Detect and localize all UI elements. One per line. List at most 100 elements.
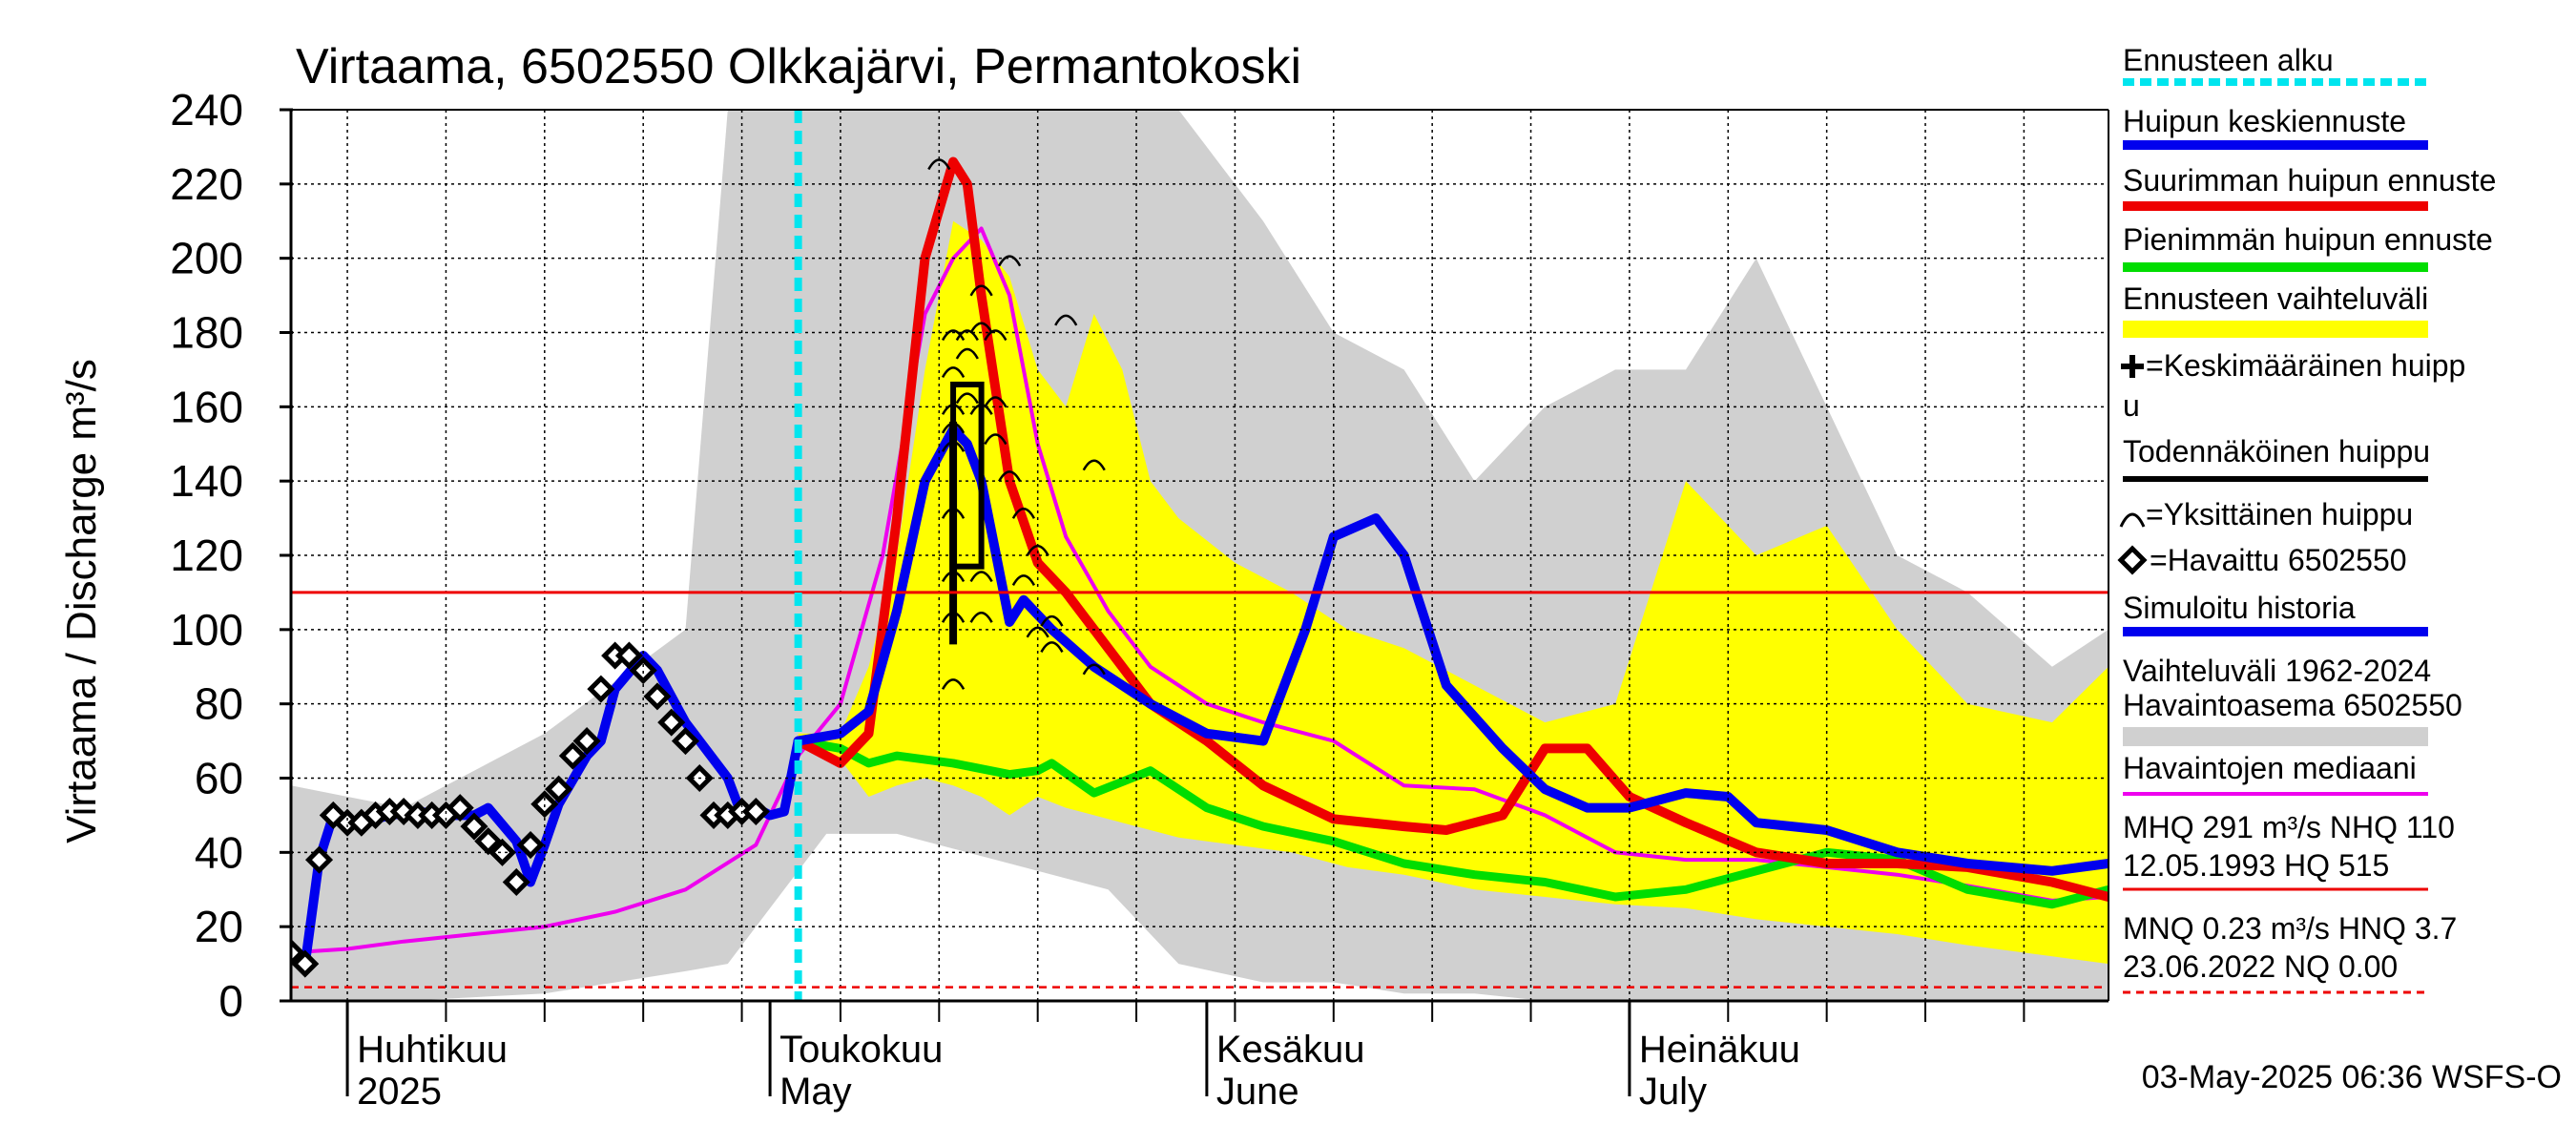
legend-min-peak-label: Pienimmän huipun ennuste xyxy=(2123,222,2493,257)
month-label-fi: Huhtikuu xyxy=(357,1029,508,1071)
single-peak-marker xyxy=(984,396,1008,408)
single-peak-marker xyxy=(955,347,979,360)
single-peak-marker xyxy=(1040,614,1064,627)
single-peak-marker xyxy=(941,678,966,690)
single-peak-marker xyxy=(1011,508,1036,519)
peak-arc-icon xyxy=(2119,512,2146,528)
month-label-en: 2025 xyxy=(357,1071,442,1113)
single-peak-marker xyxy=(941,422,966,434)
single-peak-marker xyxy=(941,441,966,452)
y-tick-label: 80 xyxy=(195,679,243,729)
legend-observed-label: =Havaittu 6502550 xyxy=(2150,543,2407,577)
legend: Ennusteen alku Huipun keskiennuste Suurimm… xyxy=(2117,43,2496,994)
y-tick-label: 20 xyxy=(195,902,243,951)
y-tick-label: 0 xyxy=(218,976,243,1026)
legend-hist-range-swatch xyxy=(2123,727,2428,746)
y-tick-label: 160 xyxy=(170,382,243,431)
single-peak-marker xyxy=(1040,641,1064,654)
single-peak-marker xyxy=(998,255,1022,267)
observed-marker xyxy=(291,949,320,978)
observed-marker xyxy=(643,682,672,711)
y-tick-label: 100 xyxy=(170,605,243,655)
single-peak-marker xyxy=(1026,626,1049,638)
month-label-en: June xyxy=(1216,1071,1299,1113)
month-label-fi: Heinäkuu xyxy=(1639,1029,1800,1071)
observed-marker xyxy=(304,845,334,874)
legend-max-peak-label: Suurimman huipun ennuste xyxy=(2123,163,2496,198)
observed-marker xyxy=(545,775,573,803)
month-label-en: July xyxy=(1639,1071,1707,1113)
axes: 0 20 40 60 80 100 120 140 160 180 200 220 240 Huhtiku… xyxy=(170,85,2109,1113)
month-label-fi: Kesäkuu xyxy=(1216,1029,1365,1071)
legend-simulated-label: Simuloitu historia xyxy=(2123,591,2356,625)
y-tick-label: 140 xyxy=(170,456,243,506)
observed-marker xyxy=(572,727,601,756)
diamond-icon xyxy=(2117,545,2148,575)
series-havaintojen-mediaani xyxy=(291,226,2109,955)
legend-stats-nq-label: 23.06.2022 NQ 0.00 xyxy=(2123,949,2398,984)
observed-marker xyxy=(460,812,488,841)
y-tick-label: 40 xyxy=(195,827,243,877)
single-peak-marker xyxy=(1082,459,1106,471)
legend-avg-peak-label-cont: u xyxy=(2123,388,2140,423)
observed-marker xyxy=(474,827,503,856)
observed-marker xyxy=(488,838,517,866)
single-peak-marker xyxy=(941,329,966,342)
legend-stats-mnq-label: MNQ 0.23 m³/s HNQ 3.7 xyxy=(2123,911,2457,946)
single-peak-marker xyxy=(941,508,966,519)
observed-marker xyxy=(291,938,305,967)
y-axis-label: Virtaama / Discharge m³/s xyxy=(58,359,105,843)
observed-marker xyxy=(587,675,615,703)
y-tick-label: 220 xyxy=(170,159,243,209)
single-peak-marker xyxy=(969,404,993,415)
single-peak-marker xyxy=(1082,663,1106,676)
single-peak-marker xyxy=(1054,314,1078,326)
single-peak-marker xyxy=(941,612,966,623)
observed-marker xyxy=(530,790,559,819)
single-peak-marker xyxy=(969,284,993,297)
single-peak-marker xyxy=(941,571,966,583)
observed-marker xyxy=(657,708,686,737)
single-peak-marker xyxy=(955,392,979,405)
single-peak-marker xyxy=(998,470,1022,483)
single-peak-marker xyxy=(955,329,979,342)
y-tick-label: 200 xyxy=(170,234,243,283)
month-label-fi: Toukokuu xyxy=(779,1029,943,1071)
observed-marker xyxy=(629,656,657,685)
observed-marker xyxy=(516,831,545,860)
plus-icon xyxy=(2121,355,2144,378)
single-peak-marker xyxy=(984,433,1008,446)
month-label-en: May xyxy=(779,1071,852,1113)
legend-stats-mhq-label: MHQ 291 m³/s NHQ 110 xyxy=(2123,810,2455,844)
chart-title: Virtaama, 6502550 Olkkajärvi, Permantoko… xyxy=(296,39,1301,94)
y-tick-label: 120 xyxy=(170,531,243,580)
y-tick-label: 240 xyxy=(170,85,243,135)
legend-single-peak-label: =Yksittäinen huippu xyxy=(2146,497,2413,531)
legend-avg-peak-label: =Keskimääräinen huipp xyxy=(2146,348,2465,383)
single-peak-marker xyxy=(969,612,993,623)
legend-hist-range-label-2: Havaintoasema 6502550 xyxy=(2123,688,2462,722)
observed-marker xyxy=(558,741,587,770)
legend-range-label: Ennusteen vaihteluväli xyxy=(2123,281,2428,316)
single-peak-marker xyxy=(969,571,993,583)
single-peak-marker xyxy=(969,322,993,334)
observed-marker xyxy=(389,797,418,826)
legend-median-label: Havaintojen mediaani xyxy=(2123,751,2417,785)
series-suurimman-huipun-ennuste xyxy=(793,156,2109,902)
single-peak-marker xyxy=(984,329,1008,342)
observed-marker xyxy=(741,797,770,826)
legend-range-swatch xyxy=(2123,321,2428,338)
legend-forecast-start-label: Ennusteen alku xyxy=(2123,43,2334,77)
single-peak-marker xyxy=(941,404,966,415)
legend-probable-peak-label: Todennäköinen huippu xyxy=(2123,434,2430,468)
single-peak-marker xyxy=(1011,574,1036,586)
observed-marker xyxy=(502,867,530,897)
observed-marker xyxy=(446,794,474,822)
single-peak-marker xyxy=(927,158,951,171)
observed-marker xyxy=(671,727,700,756)
legend-mean-peak-label: Huipun keskiennuste xyxy=(2123,104,2406,138)
legend-hist-range-label: Vaihteluväli 1962-2024 xyxy=(2123,654,2431,688)
observed-marker xyxy=(614,641,643,670)
y-tick-label: 60 xyxy=(195,754,243,803)
